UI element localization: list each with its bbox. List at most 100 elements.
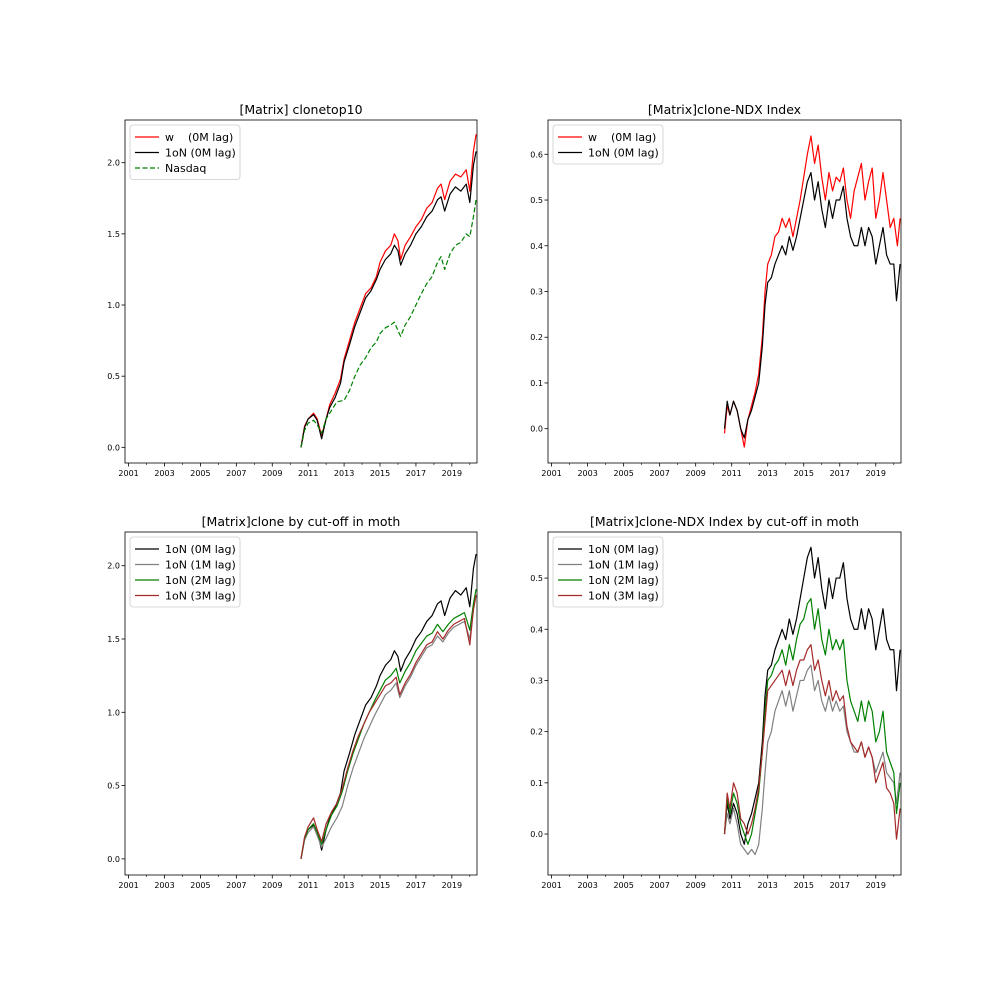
series-line-3 [300,199,477,448]
legend-box [552,124,664,165]
series-line-3 [723,597,901,845]
legend-label: 1oN (0M lag) [588,147,659,160]
y-tick-label: 0.5 [530,196,543,205]
x-tick-label: 2009 [686,469,706,478]
x-tick-label: 2017 [406,469,426,478]
y-tick-label: 0.5 [107,372,120,381]
y-tick-label: 0.5 [530,574,543,583]
series-line-1 [723,546,901,845]
x-tick-label: 2001 [541,881,561,890]
series-group [723,546,901,856]
legend: 1oN (0M lag) 1oN (1M lag) 1oN (2M lag) 1oN … [129,536,241,608]
chart-panel-4: [Matrix]clone-NDX Index by cut-off in mo… [530,514,902,890]
x-tick-label: 2011 [298,469,318,478]
chart-title: [Matrix]clone-NDX Index by cut-off in mo… [590,514,859,529]
x-tick-label: 2019 [442,881,462,890]
y-tick-label: 0.2 [530,728,543,737]
series-line-1 [300,553,477,859]
x-tick-label: 2013 [758,469,778,478]
legend: 1oN (0M lag) 1oN (1M lag) 1oN (2M lag) 1oN … [552,536,664,608]
x-tick-label: 2019 [866,881,886,890]
legend-label: 1oN (2M lag) [588,574,659,587]
legend-label: w (0M lag) [165,131,233,144]
y-tick-label: 0.0 [107,443,120,452]
series-line-4 [723,644,901,840]
y-tick-label: 0.1 [530,779,543,788]
x-tick-label: 2019 [866,469,886,478]
y-tick-label: 1.5 [107,230,120,239]
y-tick-label: 0.4 [530,625,543,634]
x-tick-label: 2013 [334,881,354,890]
legend-label: 1oN (1M lag) [588,559,659,572]
legend-label: 1oN (0M lag) [588,543,659,556]
x-tick-label: 2017 [830,881,850,890]
chart-panel-3: [Matrix]clone by cut-off in moth 2001 2003… [107,514,478,890]
legend-label: 1oN (2M lag) [165,574,236,587]
x-tick-label: 2001 [118,881,138,890]
legend-label: 1oN (3M lag) [165,590,236,603]
x-tick-label: 2009 [262,881,282,890]
series-line-1 [723,135,901,448]
y-tick-label: 2.0 [107,562,120,571]
legend-label: 1oN (3M lag) [588,590,659,603]
x-tick-label: 2007 [226,469,246,478]
chart-title: [Matrix]clone-NDX Index [648,102,801,117]
plot-frame [547,119,902,464]
x-tick-label: 2017 [830,469,850,478]
series-line-2 [300,594,477,859]
x-tick-label: 2009 [262,469,282,478]
x-tick-label: 2007 [649,469,669,478]
legend-label: w (0M lag) [588,131,656,144]
x-tick-label: 2003 [577,469,597,478]
series-line-2 [723,171,901,439]
x-tick-label: 2007 [226,881,246,890]
x-tick-label: 2003 [154,469,174,478]
x-tick-label: 2015 [370,881,390,890]
x-tick-label: 2017 [406,881,426,890]
y-tick-label: 0.1 [530,379,543,388]
y-tick-label: 0.2 [530,333,543,342]
x-tick-label: 2015 [794,469,814,478]
series-line-2 [300,151,477,448]
legend-box [552,536,664,608]
x-tick-label: 2013 [758,881,778,890]
legend-label: 1oN (0M lag) [165,543,236,556]
legend-label: 1oN (0M lag) [165,147,236,160]
legend-label: 1oN (1M lag) [165,559,236,572]
x-tick-label: 2005 [190,881,210,890]
plot-frame [124,531,478,876]
y-tick-label: 0.5 [107,782,120,791]
series-group [300,553,477,859]
y-tick-label: 0.6 [530,150,543,159]
plot-frame [124,119,478,464]
x-tick-label: 2001 [118,469,138,478]
x-tick-label: 2005 [190,469,210,478]
legend-label: Nasdaq [165,162,206,175]
chart-title: [Matrix] clonetop10 [239,102,362,117]
x-tick-label: 2011 [722,881,742,890]
legend-box [129,536,241,608]
x-tick-label: 2015 [794,881,814,890]
x-tick-label: 2001 [541,469,561,478]
x-tick-label: 2011 [298,881,318,890]
x-tick-label: 2003 [154,881,174,890]
y-tick-label: 0.0 [530,830,543,839]
chart-panel-1: [Matrix] clonetop10 2001 2003 2005 2007 2009 2… [107,102,478,478]
x-tick-label: 2005 [613,881,633,890]
y-tick-label: 1.0 [107,301,120,310]
y-tick-label: 0.3 [530,676,543,685]
legend: w (0M lag) 1oN (0M lag) [552,124,664,165]
x-tick-label: 2019 [442,469,462,478]
y-tick-label: 0.0 [107,855,120,864]
y-tick-label: 0.4 [530,242,543,251]
x-tick-label: 2007 [649,881,669,890]
x-tick-label: 2011 [722,469,742,478]
y-tick-label: 1.5 [107,635,120,644]
y-tick-label: 0.3 [530,288,543,297]
x-tick-label: 2013 [334,469,354,478]
x-tick-label: 2005 [613,469,633,478]
y-tick-label: 2.0 [107,159,120,168]
series-line-1 [300,134,477,448]
legend: w (0M lag) 1oN (0M lag) Nasdaq [129,124,241,180]
